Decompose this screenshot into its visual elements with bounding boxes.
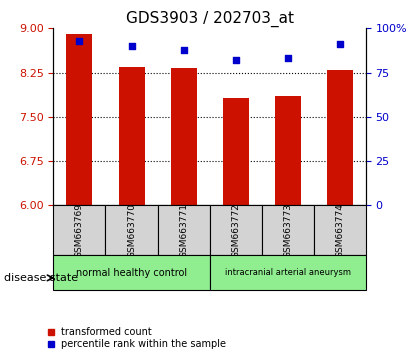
Text: GSM663771: GSM663771 xyxy=(179,202,188,258)
FancyBboxPatch shape xyxy=(53,205,106,255)
FancyBboxPatch shape xyxy=(210,205,262,255)
Point xyxy=(284,56,291,61)
Bar xyxy=(327,70,353,205)
Text: GSM663770: GSM663770 xyxy=(127,202,136,258)
FancyBboxPatch shape xyxy=(210,255,366,290)
Text: normal healthy control: normal healthy control xyxy=(76,268,187,278)
Legend: transformed count, percentile rank within the sample: transformed count, percentile rank withi… xyxy=(46,327,226,349)
Bar xyxy=(171,68,196,205)
Point xyxy=(337,41,343,47)
Text: GSM663772: GSM663772 xyxy=(231,202,240,258)
Text: disease state: disease state xyxy=(4,273,78,283)
Point xyxy=(76,38,83,44)
Point xyxy=(232,57,239,63)
Title: GDS3903 / 202703_at: GDS3903 / 202703_at xyxy=(126,11,293,27)
Bar xyxy=(67,34,92,205)
Bar xyxy=(275,96,301,205)
Bar xyxy=(223,98,249,205)
FancyBboxPatch shape xyxy=(314,205,366,255)
FancyBboxPatch shape xyxy=(106,205,157,255)
FancyBboxPatch shape xyxy=(53,255,210,290)
Bar xyxy=(118,67,145,205)
FancyBboxPatch shape xyxy=(262,205,314,255)
FancyBboxPatch shape xyxy=(157,205,210,255)
Point xyxy=(128,43,135,49)
Text: GSM663773: GSM663773 xyxy=(283,202,292,258)
Text: GSM663769: GSM663769 xyxy=(75,202,84,258)
Text: GSM663774: GSM663774 xyxy=(335,202,344,258)
Text: intracranial arterial aneurysm: intracranial arterial aneurysm xyxy=(225,268,351,277)
Point xyxy=(180,47,187,52)
